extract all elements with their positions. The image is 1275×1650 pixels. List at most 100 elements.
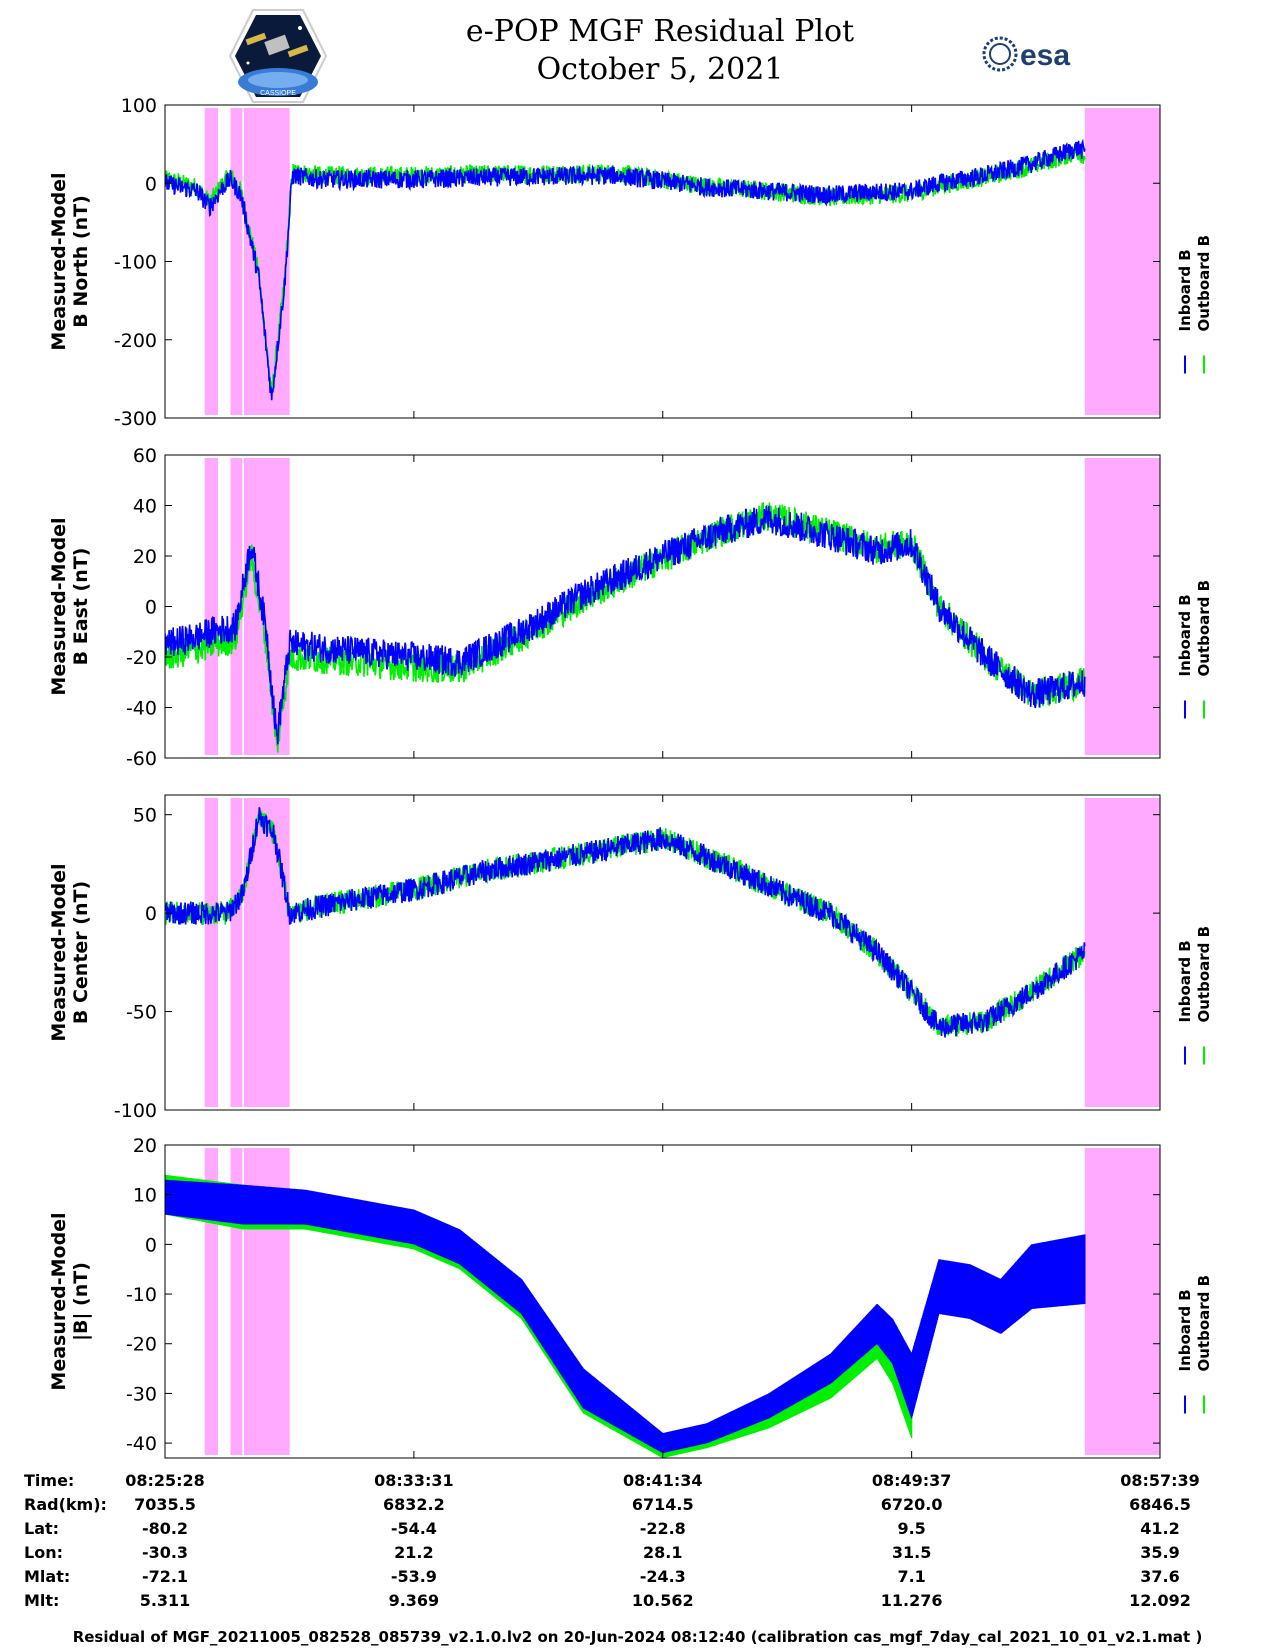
y-tick-label: 0 — [145, 1234, 157, 1256]
panel-3: 50 0 -50 -100 Measured-ModelB Center (nT) Inb… — [48, 794, 1213, 1122]
y-tick-label: 0 — [145, 597, 157, 619]
ephemeris-cell: 08:41:34 — [623, 1471, 703, 1490]
series-group — [165, 807, 1086, 1038]
legend-inboard-label: Inboard B — [1176, 249, 1194, 331]
ephemeris-cell: -53.9 — [391, 1567, 437, 1586]
inboard-series — [165, 1179, 1086, 1453]
ephemeris-cell: 35.9 — [1140, 1543, 1179, 1562]
shaded-interval — [243, 108, 290, 415]
shaded-interval — [230, 458, 243, 755]
y-tick-label: 100 — [121, 95, 157, 117]
y-tick-label: -40 — [126, 698, 157, 720]
y-tick-label: 10 — [133, 1185, 157, 1207]
y-tick-label: 50 — [133, 805, 157, 827]
series-group — [165, 502, 1086, 753]
ephemeris-cell: 7.1 — [897, 1567, 925, 1586]
ephemeris-cell: 5.311 — [140, 1591, 191, 1610]
y-tick-label: -30 — [126, 1383, 157, 1405]
inboard-series — [165, 138, 1086, 401]
shaded-interval — [243, 798, 290, 1107]
y-tick-label: -40 — [126, 1433, 157, 1455]
shaded-interval — [230, 108, 243, 415]
esa-logo: esa — [982, 34, 1102, 74]
ephemeris-cell: 08:33:31 — [374, 1471, 454, 1490]
ephemeris-cell: 9.369 — [389, 1591, 440, 1610]
legend: Inboard B Outboard B — [1176, 235, 1213, 374]
ephemeris-cell: -24.3 — [640, 1567, 686, 1586]
y-axis-label: Measured-Model|B| (nT) — [48, 1212, 92, 1390]
shaded-interval — [204, 798, 219, 1107]
shaded-interval — [204, 1148, 219, 1455]
shaded-interval — [1084, 458, 1160, 755]
y-tick-label: -20 — [126, 1334, 157, 1356]
y-tick-label: 0 — [145, 173, 157, 195]
ephemeris-cell: 08:57:39 — [1120, 1471, 1200, 1490]
legend-outboard-label: Outboard B — [1195, 926, 1213, 1023]
ephemeris-cell: 08:25:28 — [125, 1471, 205, 1490]
y-axis-label: Measured-ModelB Center (nT) — [48, 863, 92, 1041]
y-tick-label: -300 — [114, 408, 157, 430]
ephemeris-table: Time: Rad(km): Lat: Lon: Mlat: Mlt: 08:25:28 70… — [24, 1471, 1200, 1610]
shaded-interval — [230, 798, 243, 1107]
y-tick-label: 20 — [133, 1135, 157, 1157]
legend: Inboard B Outboard B — [1176, 926, 1213, 1065]
ephemeris-cell: 10.562 — [632, 1591, 694, 1610]
ephemeris-cell: 08:49:37 — [872, 1471, 952, 1490]
ephemeris-cell: 21.2 — [394, 1543, 433, 1562]
y-tick-label: 0 — [145, 903, 157, 925]
ephemeris-cell: 37.6 — [1140, 1567, 1179, 1586]
y-tick-label: -60 — [126, 748, 157, 770]
y-tick-label: 20 — [133, 546, 157, 568]
legend-inboard-label: Inboard B — [1176, 1289, 1194, 1371]
shaded-interval — [230, 1148, 243, 1455]
ephemeris-row-label: Rad(km): — [24, 1495, 107, 1514]
legend-outboard-label: Outboard B — [1195, 1275, 1213, 1372]
ephemeris-cell: 11.276 — [881, 1591, 943, 1610]
shaded-interval — [1084, 108, 1160, 415]
y-tick-label: -10 — [126, 1284, 157, 1306]
ephemeris-cell: 28.1 — [643, 1543, 682, 1562]
shaded-interval — [1084, 1148, 1160, 1455]
ephemeris-cell: -22.8 — [640, 1519, 686, 1538]
ephemeris-cell: -72.1 — [142, 1567, 188, 1586]
legend: Inboard B Outboard B — [1176, 580, 1213, 719]
y-tick-label: 60 — [133, 445, 157, 467]
ephemeris-cell: 41.2 — [1140, 1519, 1179, 1538]
legend-outboard-label: Outboard B — [1195, 235, 1213, 332]
y-tick-label: -20 — [126, 647, 157, 669]
shaded-interval — [204, 458, 219, 755]
outboard-series — [165, 502, 1086, 753]
panel-2: 60 40 20 0 -20 -40 -60 Measured-ModelB East (nT… — [48, 445, 1213, 770]
ephemeris-cell: -54.4 — [391, 1519, 437, 1538]
ephemeris-cell: 6720.0 — [881, 1495, 943, 1514]
panel-4: 20 10 0 -10 -20 -30 -40 Measured-Model|B| (nT) I… — [48, 1135, 1213, 1459]
ephemeris-row-label: Mlt: — [24, 1591, 59, 1610]
ephemeris-cell: 12.092 — [1129, 1591, 1191, 1610]
legend-outboard-label: Outboard B — [1195, 580, 1213, 677]
ephemeris-cell: 6832.2 — [383, 1495, 445, 1514]
ephemeris-cell: 9.5 — [897, 1519, 925, 1538]
ephemeris-row-label: Lon: — [24, 1543, 63, 1562]
legend-inboard-label: Inboard B — [1176, 594, 1194, 676]
series-group — [165, 1174, 1086, 1458]
inboard-series — [165, 505, 1086, 745]
y-tick-label: -100 — [114, 1100, 157, 1122]
footer-caption: Residual of MGF_20211005_082528_085739_v… — [72, 1628, 1203, 1646]
legend-inboard-label: Inboard B — [1176, 940, 1194, 1022]
series-group — [165, 138, 1086, 401]
ephemeris-cell: 31.5 — [892, 1543, 931, 1562]
y-tick-label: -100 — [114, 252, 157, 274]
ephemeris-cell: 6714.5 — [632, 1495, 694, 1514]
plot-subtitle: October 5, 2021 — [536, 52, 784, 87]
ephemeris-cell: 6846.5 — [1129, 1495, 1191, 1514]
panel-1: 100 0 -100 -200 -300 Measured-ModelB North (n… — [48, 95, 1213, 430]
esa-wordmark: esa — [1020, 39, 1070, 72]
ephemeris-row-label: Mlat: — [24, 1567, 70, 1586]
y-axis-label: Measured-ModelB North (nT) — [48, 172, 92, 350]
y-tick-label: 40 — [133, 496, 157, 518]
ephemeris-cell: 7035.5 — [134, 1495, 196, 1514]
ephemeris-cell: -30.3 — [142, 1543, 188, 1562]
ephemeris-row-label: Time: — [24, 1471, 74, 1490]
